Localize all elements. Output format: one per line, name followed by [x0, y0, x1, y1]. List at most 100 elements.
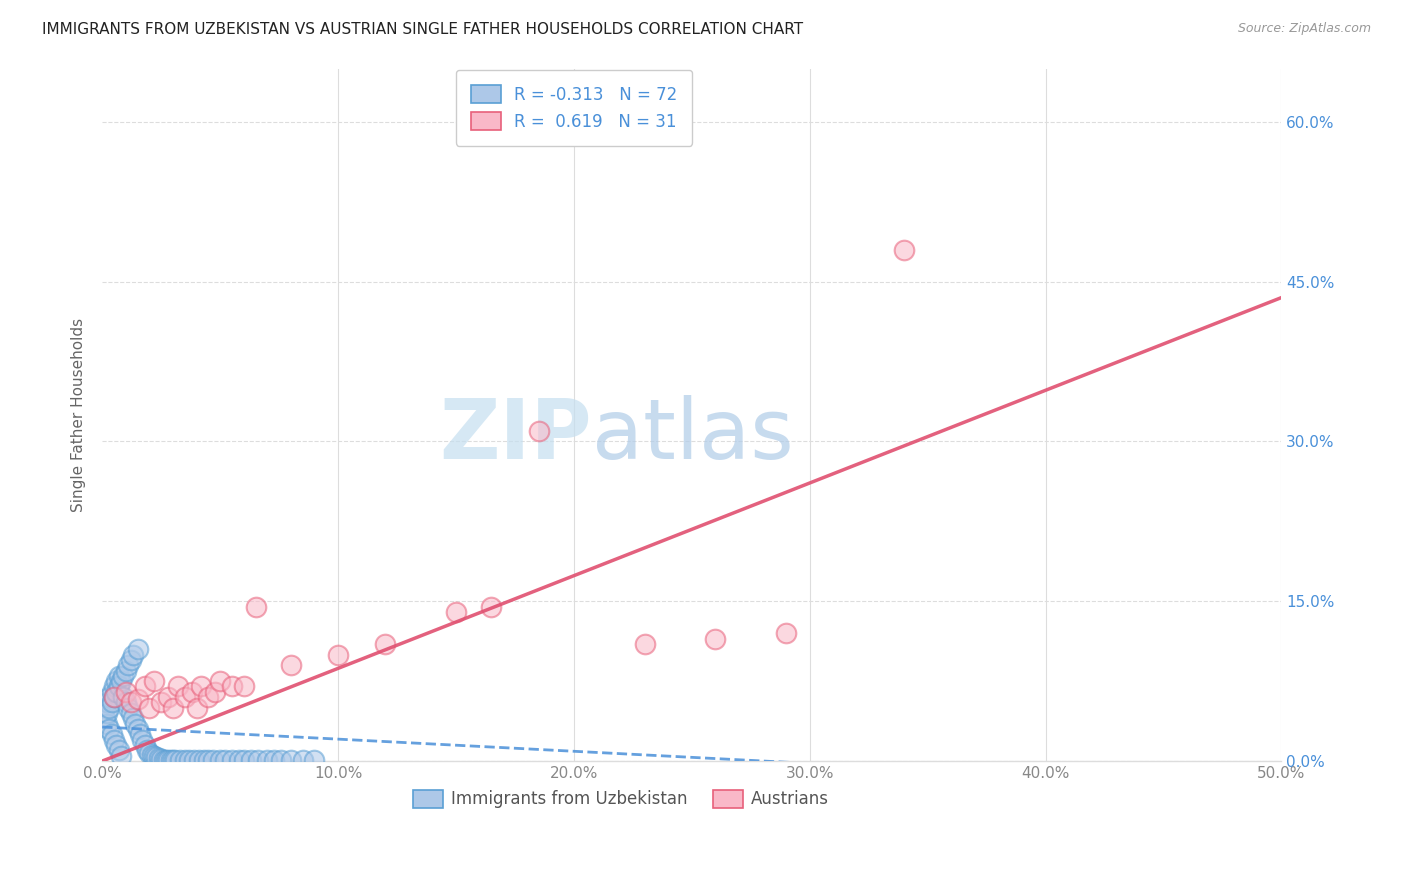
- Point: [127, 642, 149, 657]
- Point: [893, 243, 915, 257]
- Point: [127, 722, 149, 736]
- Point: [96, 696, 118, 710]
- Point: [134, 680, 156, 694]
- Point: [159, 753, 181, 767]
- Point: [93, 711, 115, 725]
- Text: IMMIGRANTS FROM UZBEKISTAN VS AUSTRIAN SINGLE FATHER HOUSEHOLDS CORRELATION CHAR: IMMIGRANTS FROM UZBEKISTAN VS AUSTRIAN S…: [42, 22, 803, 37]
- Point: [143, 674, 166, 689]
- Point: [105, 685, 128, 699]
- Point: [131, 732, 153, 747]
- Point: [150, 752, 173, 766]
- Point: [114, 664, 136, 678]
- Point: [100, 727, 122, 741]
- Point: [704, 632, 727, 646]
- Point: [103, 732, 125, 747]
- Point: [197, 690, 219, 705]
- Point: [122, 648, 145, 662]
- Point: [114, 696, 136, 710]
- Point: [193, 753, 215, 767]
- Point: [134, 738, 156, 752]
- Point: [150, 696, 173, 710]
- Point: [173, 690, 195, 705]
- Point: [93, 701, 115, 715]
- Point: [136, 743, 159, 757]
- Point: [232, 753, 254, 767]
- Point: [221, 753, 243, 767]
- Point: [187, 753, 209, 767]
- Point: [117, 701, 139, 715]
- Point: [162, 701, 184, 715]
- Point: [120, 653, 142, 667]
- Point: [120, 706, 142, 720]
- Point: [169, 753, 191, 767]
- Point: [157, 690, 180, 705]
- Point: [280, 753, 302, 767]
- Point: [232, 680, 254, 694]
- Point: [444, 605, 467, 619]
- Point: [98, 701, 121, 715]
- Point: [221, 680, 243, 694]
- Point: [103, 690, 125, 705]
- Text: ZIP: ZIP: [439, 395, 592, 476]
- Point: [117, 658, 139, 673]
- Point: [103, 680, 125, 694]
- Point: [263, 753, 285, 767]
- Point: [280, 658, 302, 673]
- Point: [138, 746, 160, 760]
- Point: [165, 753, 187, 767]
- Point: [204, 685, 226, 699]
- Point: [775, 626, 797, 640]
- Point: [245, 599, 267, 614]
- Point: [98, 690, 121, 705]
- Point: [112, 690, 135, 705]
- Point: [527, 424, 550, 438]
- Text: atlas: atlas: [592, 395, 793, 476]
- Point: [197, 753, 219, 767]
- Point: [112, 669, 135, 683]
- Point: [209, 674, 232, 689]
- Point: [202, 753, 225, 767]
- Point: [239, 753, 262, 767]
- Point: [374, 637, 396, 651]
- Point: [190, 680, 212, 694]
- Point: [103, 690, 125, 705]
- Point: [143, 748, 166, 763]
- Y-axis label: Single Father Households: Single Father Households: [72, 318, 86, 512]
- Point: [291, 753, 314, 767]
- Point: [155, 753, 177, 767]
- Point: [129, 727, 152, 741]
- Point: [98, 722, 121, 736]
- Point: [180, 685, 202, 699]
- Point: [479, 599, 502, 614]
- Point: [166, 680, 188, 694]
- Point: [105, 674, 128, 689]
- Point: [100, 696, 122, 710]
- Point: [107, 669, 129, 683]
- Point: [96, 706, 118, 720]
- Point: [107, 680, 129, 694]
- Point: [270, 753, 292, 767]
- Point: [107, 743, 129, 757]
- Point: [141, 747, 163, 762]
- Point: [326, 648, 349, 662]
- Text: Source: ZipAtlas.com: Source: ZipAtlas.com: [1237, 22, 1371, 36]
- Legend: Immigrants from Uzbekistan, Austrians: Immigrants from Uzbekistan, Austrians: [406, 783, 835, 815]
- Point: [124, 716, 146, 731]
- Point: [228, 753, 250, 767]
- Point: [304, 753, 326, 767]
- Point: [209, 753, 232, 767]
- Point: [162, 753, 184, 767]
- Point: [114, 685, 136, 699]
- Point: [173, 753, 195, 767]
- Point: [157, 753, 180, 767]
- Point: [148, 751, 170, 765]
- Point: [152, 753, 174, 767]
- Point: [110, 748, 132, 763]
- Point: [214, 753, 236, 767]
- Point: [256, 753, 278, 767]
- Point: [186, 701, 208, 715]
- Point: [246, 753, 269, 767]
- Point: [100, 685, 122, 699]
- Point: [138, 701, 160, 715]
- Point: [183, 753, 205, 767]
